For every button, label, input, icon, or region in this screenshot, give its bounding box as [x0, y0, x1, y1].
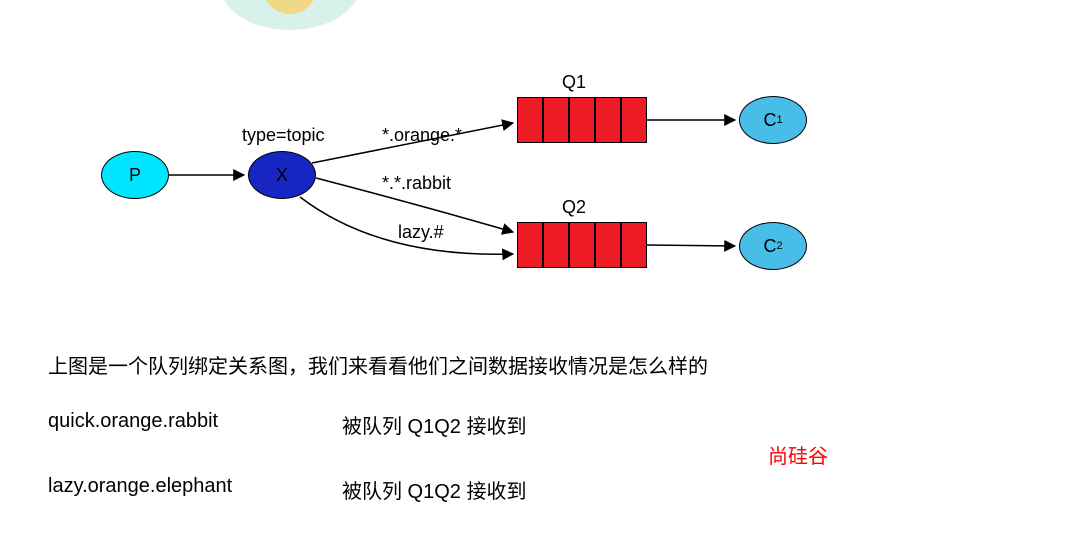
q2-label: Q2 [562, 197, 586, 218]
q2-cell [595, 222, 621, 268]
consumer-1-node: C1 [739, 96, 807, 144]
q2-cell [543, 222, 569, 268]
explain-row-0-result: 被队列 Q1Q2 接收到 [342, 410, 526, 439]
explain-row-1-result: 被队列 Q1Q2 接收到 [342, 475, 526, 504]
exchange-node: X [248, 151, 316, 199]
type-topic-label: type=topic [242, 125, 325, 146]
watermark-text: 尚硅谷 [768, 440, 828, 469]
q1-label: Q1 [562, 72, 586, 93]
q2-cell [621, 222, 647, 268]
explain-intro: 上图是一个队列绑定关系图，我们来看看他们之间数据接收情况是怎么样的 [48, 350, 708, 379]
c1-label-main: C [763, 110, 776, 131]
queue-q2 [517, 222, 647, 268]
c2-label-sub: 2 [776, 240, 782, 252]
explain-row-1-key: lazy.orange.elephant [48, 475, 232, 498]
c2-label-main: C [763, 236, 776, 257]
q1-cell [621, 97, 647, 143]
binding-2-label: *.*.rabbit [382, 173, 451, 194]
consumer-2-node: C2 [739, 222, 807, 270]
q1-cell [595, 97, 621, 143]
diagram-canvas: P X C1 C2 Q1 Q2 type=topic *.orange.* *.… [0, 0, 1091, 540]
explain-row-0-key: quick.orange.rabbit [48, 410, 218, 433]
q1-cell [543, 97, 569, 143]
c1-label-sub: 1 [776, 114, 782, 126]
edge-q2-c2 [647, 245, 735, 246]
q2-cell [569, 222, 595, 268]
q1-cell [569, 97, 595, 143]
q1-cell [517, 97, 543, 143]
binding-3-label: lazy.# [398, 222, 444, 243]
q2-cell [517, 222, 543, 268]
binding-1-label: *.orange.* [382, 125, 462, 146]
edges-layer [0, 0, 1091, 540]
queue-q1 [517, 97, 647, 143]
producer-node: P [101, 151, 169, 199]
